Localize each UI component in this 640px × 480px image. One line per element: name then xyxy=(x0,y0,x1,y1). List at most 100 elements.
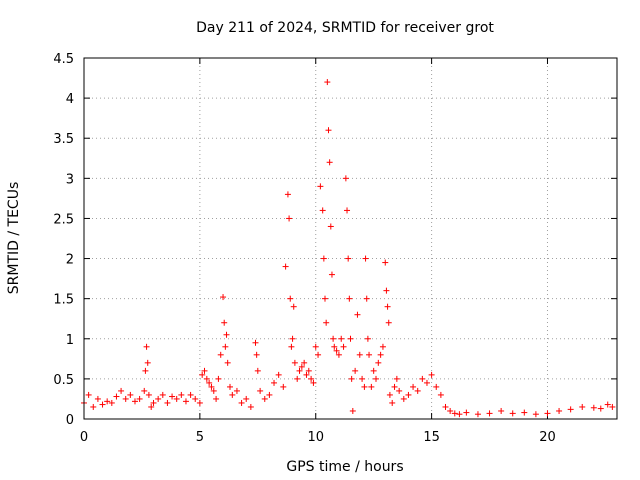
data-point xyxy=(442,403,449,410)
data-point xyxy=(220,294,227,301)
data-point xyxy=(597,405,604,412)
data-point xyxy=(400,395,407,402)
data-point xyxy=(144,359,151,366)
data-point xyxy=(344,207,351,214)
data-point xyxy=(437,391,444,398)
data-point xyxy=(247,403,254,410)
data-point xyxy=(556,407,563,414)
data-point xyxy=(386,391,393,398)
data-point xyxy=(298,363,305,370)
data-point xyxy=(419,375,426,382)
data-point xyxy=(223,331,230,338)
y-tick-label: 2.5 xyxy=(53,212,74,227)
y-axis-label: SRMTID / TECUs xyxy=(6,182,22,295)
data-point xyxy=(286,215,293,222)
data-point xyxy=(217,351,224,358)
data-point xyxy=(384,303,391,310)
data-point xyxy=(155,395,162,402)
data-point xyxy=(393,375,400,382)
data-point xyxy=(118,387,125,394)
data-point xyxy=(208,383,215,390)
data-point xyxy=(252,339,259,346)
data-point xyxy=(333,347,340,354)
data-point xyxy=(127,391,134,398)
data-point xyxy=(261,395,268,402)
data-point xyxy=(305,367,312,374)
data-point xyxy=(221,319,228,326)
data-point xyxy=(346,295,353,302)
data-point xyxy=(213,395,220,402)
data-point xyxy=(322,295,329,302)
data-point xyxy=(192,395,199,402)
x-axis-label: GPS time / hours xyxy=(286,459,403,475)
data-point xyxy=(312,343,319,350)
data-point xyxy=(385,319,392,326)
data-point xyxy=(364,335,371,342)
data-point xyxy=(203,375,210,382)
data-point xyxy=(323,319,330,326)
data-point xyxy=(326,159,333,166)
data-point xyxy=(389,399,396,406)
data-point xyxy=(290,303,297,310)
data-point xyxy=(363,295,370,302)
data-point xyxy=(233,387,240,394)
data-point xyxy=(150,399,157,406)
data-point xyxy=(456,411,463,418)
data-point xyxy=(99,401,106,408)
x-tick-label: 20 xyxy=(539,430,556,445)
data-point xyxy=(243,395,250,402)
data-point xyxy=(113,393,120,400)
data-point xyxy=(567,406,574,413)
data-point xyxy=(423,379,430,386)
data-point xyxy=(509,410,516,417)
data-point xyxy=(201,367,208,374)
data-point xyxy=(486,410,493,417)
data-point xyxy=(327,223,334,230)
data-point xyxy=(463,409,470,416)
data-point xyxy=(303,371,310,378)
data-point xyxy=(379,343,386,350)
data-point xyxy=(215,375,222,382)
data-point xyxy=(315,351,322,358)
data-point xyxy=(253,351,260,358)
data-point xyxy=(222,343,229,350)
data-point xyxy=(352,367,359,374)
data-point xyxy=(372,375,379,382)
data-point xyxy=(498,407,505,414)
data-point xyxy=(296,367,303,374)
y-tick-label: 1 xyxy=(66,333,74,348)
data-point xyxy=(310,379,317,386)
data-point xyxy=(340,343,347,350)
data-point xyxy=(206,379,213,386)
data-point xyxy=(224,359,231,366)
x-tick-label: 5 xyxy=(196,430,204,445)
data-point xyxy=(331,343,338,350)
data-point xyxy=(604,401,611,408)
data-point xyxy=(447,407,454,414)
data-point xyxy=(338,335,345,342)
y-tick-label: 4.5 xyxy=(53,52,74,67)
plot-frame xyxy=(83,57,618,420)
data-point xyxy=(377,351,384,358)
data-point xyxy=(104,398,111,405)
data-point xyxy=(238,399,245,406)
data-point xyxy=(410,383,417,390)
data-point xyxy=(414,387,421,394)
chart-title: Day 211 of 2024, SRMTID for receiver gro… xyxy=(196,20,494,36)
data-point xyxy=(544,410,551,417)
data-point xyxy=(396,387,403,394)
data-point xyxy=(342,175,349,182)
y-tick-label: 2 xyxy=(66,253,74,268)
data-point xyxy=(521,409,528,416)
data-point xyxy=(271,379,278,386)
data-point xyxy=(108,399,115,406)
x-tick-label: 15 xyxy=(423,430,440,445)
x-axis-ticks: 0 5 10 15 20 xyxy=(80,58,556,445)
data-point xyxy=(354,311,361,318)
x-tick-label: 10 xyxy=(307,430,324,445)
data-point xyxy=(609,403,616,410)
data-point xyxy=(131,398,138,405)
grid-lines xyxy=(84,58,617,419)
data-point xyxy=(178,391,185,398)
data-point xyxy=(159,391,166,398)
